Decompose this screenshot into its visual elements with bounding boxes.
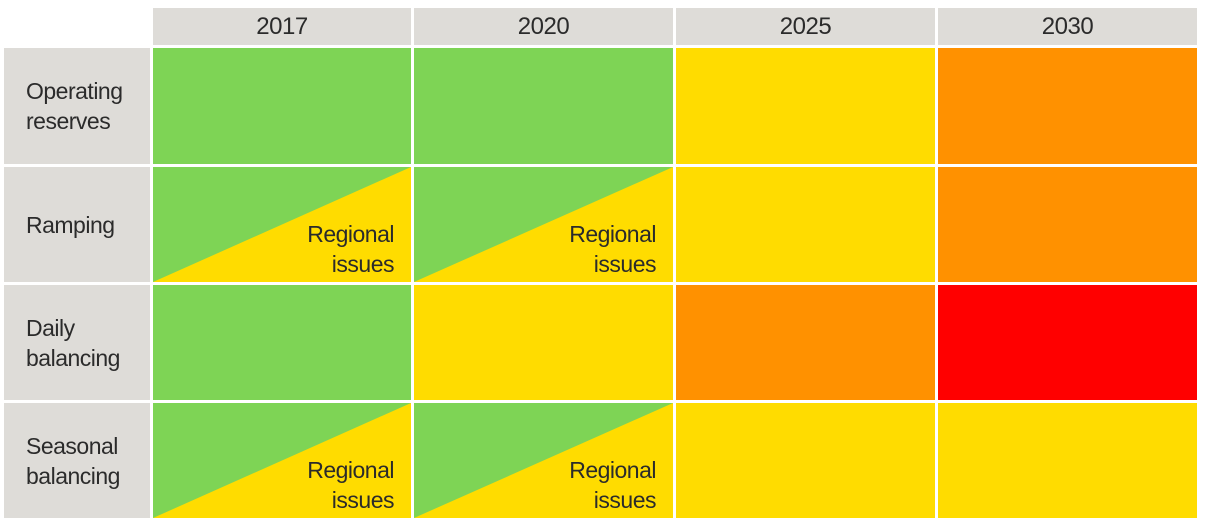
row-label-line: Seasonal	[26, 432, 118, 459]
status-cell-daily-balancing-2025	[676, 285, 935, 400]
status-cell-seasonal-balancing-2025	[676, 403, 935, 518]
regional-issues-note: Regional issues	[307, 455, 394, 515]
status-cell-daily-balancing-2017	[153, 285, 411, 400]
status-cell-ramping-2030	[938, 167, 1197, 282]
status-cell-seasonal-balancing-2020: Regional issues	[414, 403, 673, 518]
row-label-line: balancing	[26, 344, 120, 371]
row-label-line: Ramping	[26, 211, 115, 238]
row-label-ramping: Ramping	[4, 167, 150, 282]
row-label-line: Daily	[26, 314, 75, 341]
note-line: issues	[593, 487, 657, 513]
row-label-line: reserves	[26, 108, 111, 134]
note-line: Regional	[569, 457, 656, 483]
status-cell-ramping-2017: Regional issues	[153, 167, 411, 282]
upper-status-fill	[414, 167, 673, 282]
note-line: Regional	[569, 221, 656, 247]
column-header-2030: 2030	[938, 8, 1197, 45]
regional-issues-note: Regional issues	[569, 455, 656, 515]
column-header-2020: 2020	[414, 8, 673, 45]
row-label-operating-reserves: Operating reserves	[4, 48, 150, 164]
row-label-line: Operating	[26, 78, 123, 104]
status-cell-ramping-2020: Regional issues	[414, 167, 673, 282]
corner-cell	[4, 8, 150, 45]
status-cell-operating-reserves-2017	[153, 48, 411, 164]
note-line: issues	[593, 251, 657, 277]
note-line: issues	[331, 251, 395, 277]
status-cell-operating-reserves-2025	[676, 48, 935, 164]
split-status-shape	[414, 167, 673, 282]
row-label-daily-balancing: Daily balancing	[4, 285, 150, 400]
status-cell-operating-reserves-2030	[938, 48, 1197, 164]
note-line: Regional	[307, 221, 394, 247]
status-cell-daily-balancing-2020	[414, 285, 673, 400]
split-status-shape	[153, 167, 411, 282]
regional-issues-note: Regional issues	[307, 219, 394, 279]
row-label-seasonal-balancing: Seasonal balancing	[4, 403, 150, 518]
split-status-shape	[414, 403, 673, 518]
note-line: Regional	[307, 457, 394, 483]
note-line: issues	[331, 487, 395, 513]
status-cell-seasonal-balancing-2017: Regional issues	[153, 403, 411, 518]
upper-status-fill	[414, 403, 673, 518]
regional-issues-note: Regional issues	[569, 219, 656, 279]
row-label-line: balancing	[26, 462, 120, 489]
status-cell-ramping-2025	[676, 167, 935, 282]
split-status-shape	[153, 403, 411, 518]
status-cell-operating-reserves-2020	[414, 48, 673, 164]
status-cell-seasonal-balancing-2030	[938, 403, 1197, 518]
status-cell-daily-balancing-2030	[938, 285, 1197, 400]
upper-status-fill	[153, 403, 411, 518]
column-header-2017: 2017	[153, 8, 411, 45]
upper-status-fill	[153, 167, 411, 282]
column-header-2025: 2025	[676, 8, 935, 45]
